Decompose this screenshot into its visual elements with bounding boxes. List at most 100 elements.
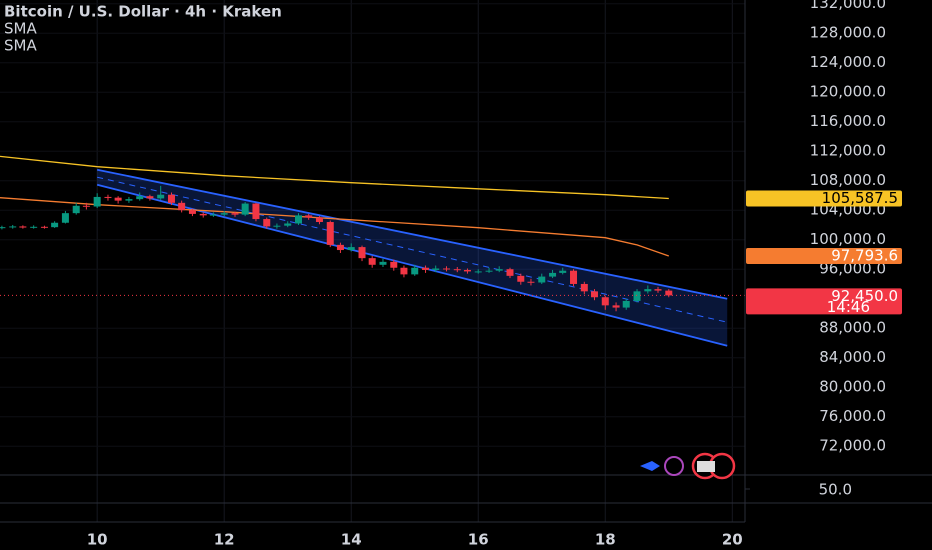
candle-body xyxy=(209,214,217,216)
flag-icon xyxy=(697,461,715,472)
candle-body xyxy=(506,269,514,276)
candle-body xyxy=(157,194,165,199)
legend-entry: SMA xyxy=(4,20,37,38)
candle-body xyxy=(231,213,239,215)
candle-body xyxy=(252,203,260,220)
candle-body xyxy=(167,194,175,203)
candle-body xyxy=(485,270,493,272)
candle-body xyxy=(199,213,207,216)
candle-body xyxy=(411,267,419,275)
candle-body xyxy=(315,217,323,223)
candle-body xyxy=(453,269,461,271)
sma-line xyxy=(0,155,669,200)
candle-body xyxy=(601,297,609,306)
candle-body xyxy=(30,226,38,228)
chart-title: Bitcoin / U.S. Dollar · 4h · Kraken xyxy=(4,3,282,21)
candle-body xyxy=(379,261,387,265)
candle-body xyxy=(61,213,69,223)
candle-body xyxy=(9,226,17,228)
candle-body xyxy=(114,197,122,201)
candle-body xyxy=(326,222,334,245)
price-tag xyxy=(746,247,902,264)
candle-body xyxy=(622,300,630,308)
y-tick-label: 116,000.0 xyxy=(810,112,886,130)
y-tick-label: 76,000.0 xyxy=(819,407,886,425)
candle-body xyxy=(104,196,112,198)
candle-body xyxy=(570,270,578,284)
price-tag xyxy=(746,190,902,207)
axes: 132,000.0 128,000.0 124,000.0 120,000.0 116,… xyxy=(745,0,902,499)
candle-body xyxy=(463,269,471,272)
candle-body xyxy=(527,281,535,283)
plot-area xyxy=(0,155,745,347)
x-tick-label: 10 xyxy=(87,531,108,549)
candle-body xyxy=(633,291,641,301)
candle-body xyxy=(644,289,652,292)
legend-entry: SMA xyxy=(4,37,37,55)
y-tick-label: 132,000.0 xyxy=(810,0,886,12)
y-tick-label: 88,000.0 xyxy=(819,319,886,337)
candle-body xyxy=(295,215,303,224)
candle-body xyxy=(422,267,430,270)
candle-body xyxy=(590,291,598,298)
y-tick-label: 100,000.0 xyxy=(810,230,886,248)
candle-body xyxy=(273,225,281,227)
x-tick-label: 12 xyxy=(214,531,235,549)
x-tick-label: 16 xyxy=(468,531,489,549)
y-tick-label: 84,000.0 xyxy=(819,348,886,366)
candle-body xyxy=(72,205,80,214)
candle-body xyxy=(40,226,48,228)
candle-body xyxy=(549,272,557,277)
candle-body xyxy=(347,247,355,251)
y-tick-label: 108,000.0 xyxy=(810,171,886,189)
y-tick-label: 80,000.0 xyxy=(819,378,886,396)
candle-body xyxy=(442,268,450,270)
candle-body xyxy=(474,271,482,273)
grid: 10 12 14 16 18 20 xyxy=(0,0,745,549)
candle-body xyxy=(368,258,376,265)
y-tick-label: 120,000.0 xyxy=(810,83,886,101)
y-tick-label: 112,000.0 xyxy=(810,142,886,160)
candle-body xyxy=(188,210,196,214)
candle-body xyxy=(390,261,398,268)
candle-body xyxy=(136,196,144,200)
candle-body xyxy=(654,289,662,291)
y-tick-label: 124,000.0 xyxy=(810,53,886,71)
price-tag xyxy=(746,288,902,315)
candle-body xyxy=(358,247,366,259)
candle-body xyxy=(559,270,567,273)
candle-body xyxy=(0,227,6,229)
y-tick-label: 96,000.0 xyxy=(819,260,886,278)
y-tick-label: 128,000.0 xyxy=(810,24,886,42)
channel-lower xyxy=(96,183,728,347)
price-tag-label: 97,793.6 xyxy=(831,246,898,264)
channel-mid xyxy=(97,176,728,323)
countdown: 14:46 xyxy=(827,298,870,316)
price-tag-label: 92,450.0 xyxy=(831,287,898,305)
candle-body xyxy=(284,223,292,226)
candle-body xyxy=(125,199,133,201)
candle-body xyxy=(178,202,186,211)
sma-line xyxy=(0,197,670,257)
candle-body xyxy=(93,196,101,207)
x-tick-label: 14 xyxy=(341,531,362,549)
candle-body xyxy=(612,305,620,308)
price-tag-label: 105,587.5 xyxy=(822,189,898,207)
candle-body xyxy=(51,222,59,228)
x-tick-label: 20 xyxy=(722,531,743,549)
candle-body xyxy=(82,205,90,207)
channel-upper xyxy=(96,168,728,300)
candle-body xyxy=(305,215,313,218)
candle-body xyxy=(220,213,228,215)
candle-body xyxy=(400,267,408,275)
event-icon xyxy=(664,456,684,476)
candle-body xyxy=(336,244,344,251)
event-icons[interactable] xyxy=(640,452,736,480)
candle-body xyxy=(517,275,525,282)
candle-body xyxy=(538,276,546,283)
indicator-tick-label: 50.0 xyxy=(819,481,852,499)
y-tick-label: 72,000.0 xyxy=(819,437,886,455)
